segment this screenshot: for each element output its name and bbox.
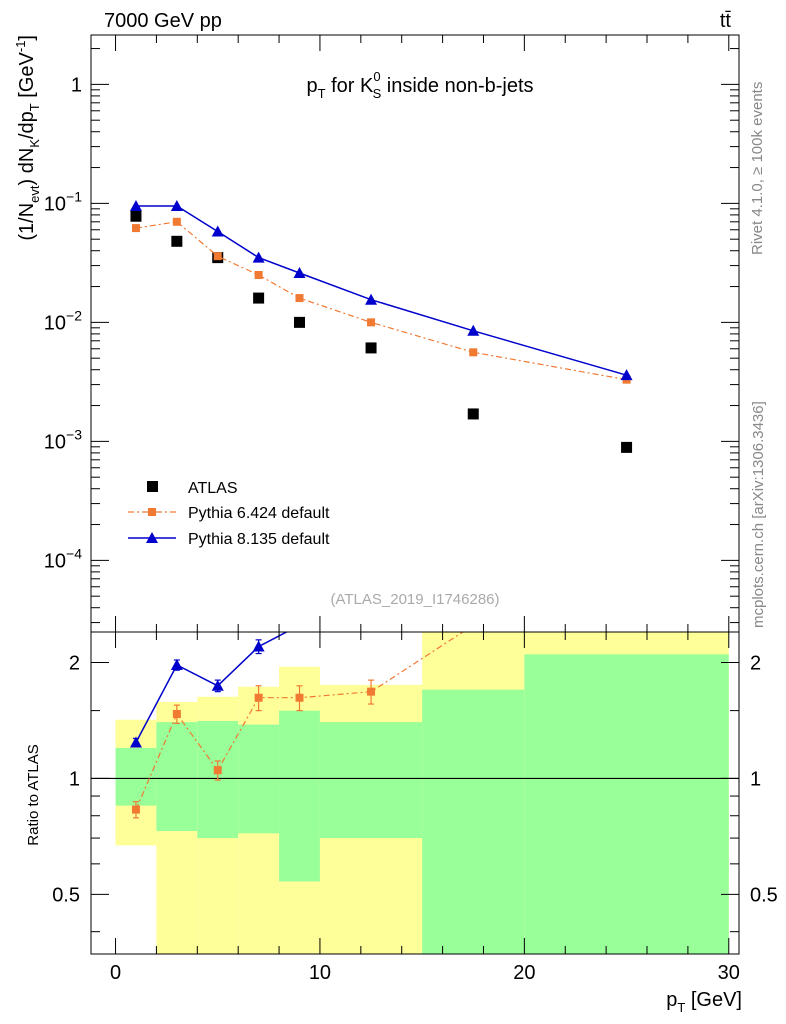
main-point (131, 224, 140, 233)
main-point (252, 251, 265, 263)
x-tick-label: 0 (110, 962, 121, 984)
main-point (621, 441, 633, 453)
legend-marker-pythia8 (146, 532, 158, 543)
ratio-point (211, 679, 224, 691)
ratio-y-tick-label-right: 1 (750, 768, 761, 790)
ratio-band-green (319, 722, 423, 839)
main-y-tick-label: 10−1 (44, 188, 82, 215)
ratio-y-axis-label: Ratio to ATLAS (25, 744, 42, 845)
main-point (129, 200, 142, 212)
header-right: tt̄ (720, 10, 732, 32)
legend-label-pythia6: Pythia 6.424 default (188, 505, 330, 522)
ratio-point (252, 640, 265, 652)
side-label-bottom: mcplots.cern.ch [arXiv:1306.3436] (750, 401, 767, 628)
ratio-point (129, 736, 142, 748)
legend-label-atlas: ATLAS (188, 480, 238, 497)
side-label-top: Rivet 4.1.0, ≥ 100k events (749, 82, 766, 255)
header-left: 7000 GeV pp (104, 10, 222, 32)
ratio-point (294, 619, 306, 630)
ratio-y-tick-label-left: 1 (69, 768, 80, 790)
main-point (293, 266, 306, 278)
ratio-point (213, 766, 222, 775)
ratio-point (172, 709, 181, 718)
x-tick-label: 30 (718, 962, 740, 984)
ratio-panel: 0.5 0.51 12 20 10 20 30 Ratio to ATLAS pT [GeV… (25, 619, 778, 1015)
main-point (365, 342, 377, 354)
main-y-tick-label: 10−3 (44, 426, 82, 453)
ratio-point (254, 693, 263, 702)
main-y-axis-label: (1/Nevt) dNK/dpT [GeV-1] (13, 35, 42, 241)
ratio-band-green (524, 654, 729, 954)
main-y-tick-label: 1 (71, 74, 82, 96)
main-ticks: 1 10−1 10−2 10−3 10−4 (44, 35, 739, 632)
x-tick-label: 10 (309, 962, 331, 984)
ratio-y-tick-label-right: 0.5 (750, 884, 778, 906)
ratio-bands-layer (115, 632, 729, 954)
main-point (295, 294, 304, 303)
main-point (253, 292, 265, 304)
ratio-y-tick-label-left: 0.5 (52, 884, 80, 906)
main-y-tick-label: 10−2 (44, 307, 82, 334)
x-tick-label: 20 (513, 962, 535, 984)
main-point (170, 200, 183, 212)
main-point (171, 235, 183, 247)
main-point (211, 225, 224, 237)
ratio-band-green (422, 689, 525, 954)
ratio-point (131, 805, 140, 814)
x-axis-label: pT [GeV] (666, 989, 742, 1015)
ratio-series-group (129, 619, 477, 819)
main-series-line (136, 205, 627, 376)
main-panel: 1 10−1 10−2 10−3 10−4 pT for K0 S inside non-… (13, 34, 740, 633)
legend-label-pythia8: Pythia 8.135 default (188, 531, 330, 548)
main-point (367, 318, 376, 327)
main-point (254, 271, 263, 280)
main-point (213, 252, 222, 261)
legend: ATLAS Pythia 6.424 default Pythia 8.135 … (128, 480, 330, 548)
legend-marker-atlas (147, 481, 158, 492)
main-point (467, 324, 480, 336)
main-point (467, 408, 479, 420)
ratio-band-green (156, 722, 198, 832)
main-point (130, 210, 142, 222)
watermark: (ATLAS_2019_I1746286) (330, 591, 499, 608)
ratio-band-green (115, 747, 157, 806)
main-y-tick-label: 10−4 (44, 545, 82, 572)
main-title: pT for K0 S inside non-b-jets (306, 69, 533, 101)
ratio-y-tick-label-left: 2 (69, 652, 80, 674)
ratio-ticks: 0.5 0.51 12 20 10 20 30 (52, 632, 778, 984)
main-series-layer (129, 200, 633, 453)
ratio-point (170, 659, 183, 671)
ratio-point (367, 687, 376, 696)
main-point (620, 369, 633, 381)
legend-marker-pythia6 (148, 508, 156, 516)
ratio-point (469, 621, 477, 629)
ratio-band-green (279, 710, 320, 882)
ratio-point (295, 693, 304, 702)
main-series-line (135, 221, 627, 381)
ratio-y-tick-label-right: 2 (750, 652, 761, 674)
ratio-series-layer (129, 619, 477, 819)
main-point (172, 217, 181, 226)
ratio-frame (90, 631, 740, 955)
main-point (469, 348, 478, 357)
main-point (294, 316, 306, 328)
main-point (365, 293, 378, 305)
